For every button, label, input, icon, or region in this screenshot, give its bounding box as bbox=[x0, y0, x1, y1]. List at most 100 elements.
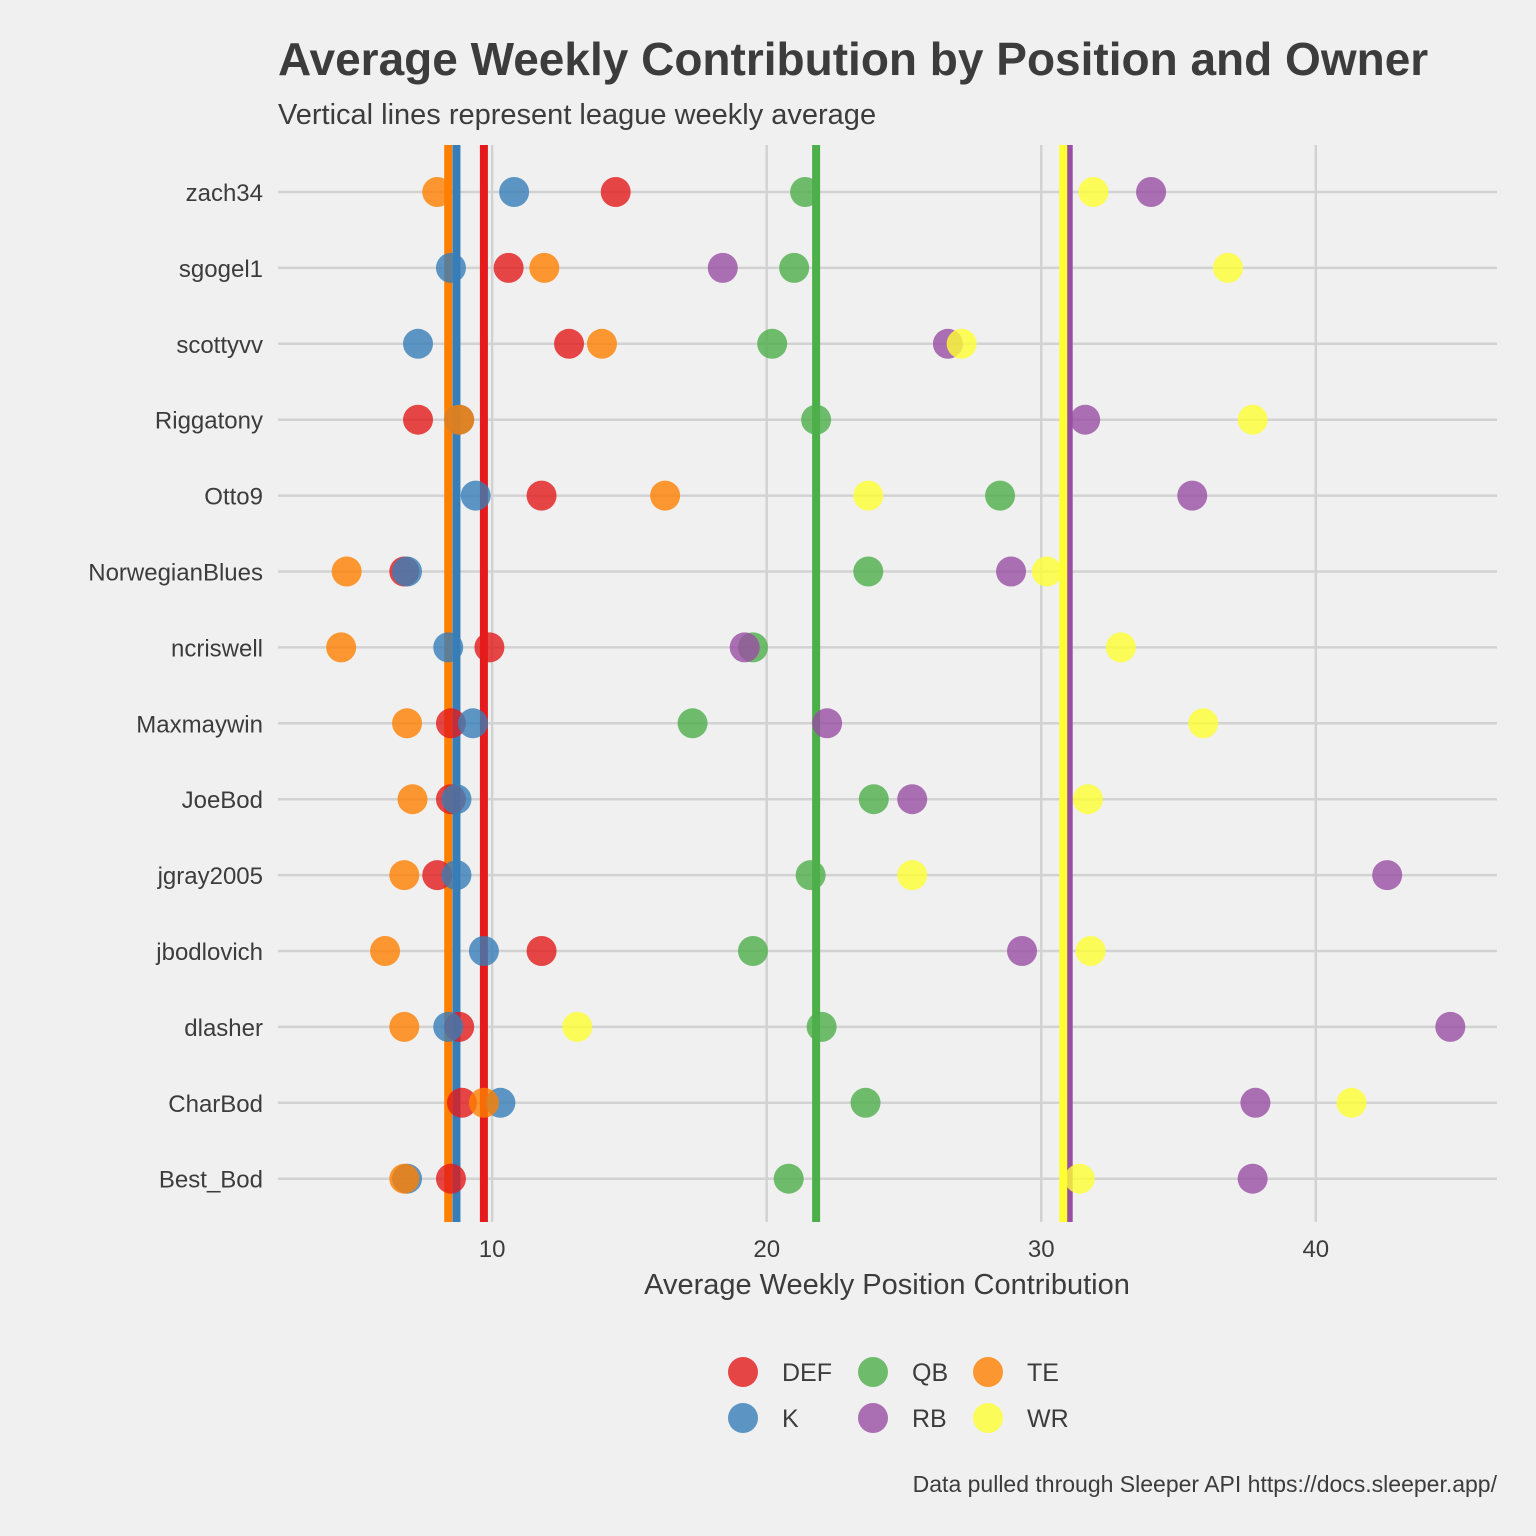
y-tick-label: Best_Bod bbox=[159, 1167, 263, 1194]
data-points bbox=[326, 177, 1466, 1194]
legend-label: WR bbox=[1027, 1405, 1069, 1433]
chart-subtitle: Vertical lines represent league weekly a… bbox=[278, 99, 876, 131]
point-k bbox=[499, 177, 530, 207]
point-qb bbox=[850, 1087, 881, 1118]
point-wr bbox=[1031, 556, 1062, 587]
point-rb bbox=[1237, 1163, 1268, 1194]
point-k bbox=[392, 556, 423, 587]
point-def bbox=[526, 936, 557, 966]
point-k bbox=[433, 632, 464, 663]
point-te bbox=[444, 404, 475, 435]
point-k bbox=[441, 860, 472, 891]
y-tick-label: Otto9 bbox=[204, 484, 263, 511]
legend-label: RB bbox=[912, 1405, 947, 1433]
legend-key-rb bbox=[858, 1403, 888, 1433]
point-qb bbox=[985, 480, 1016, 511]
point-rb bbox=[812, 708, 843, 739]
y-tick-label: Riggatony bbox=[155, 408, 263, 435]
x-tick-label: 30 bbox=[1028, 1236, 1055, 1263]
point-qb bbox=[757, 328, 788, 359]
point-k bbox=[457, 708, 488, 739]
x-tick-label: 40 bbox=[1302, 1236, 1329, 1263]
point-qb bbox=[773, 1163, 804, 1194]
legend: DEF K QB RB TE WR bbox=[728, 1357, 1069, 1433]
point-k bbox=[441, 784, 472, 815]
point-wr bbox=[1078, 177, 1109, 207]
x-tick-label: 20 bbox=[753, 1236, 780, 1263]
point-wr bbox=[1188, 708, 1219, 739]
point-wr bbox=[946, 328, 977, 359]
point-rb bbox=[729, 632, 760, 663]
point-qb bbox=[737, 936, 768, 966]
point-k bbox=[433, 1011, 464, 1042]
legend-label: QB bbox=[912, 1359, 948, 1387]
point-wr bbox=[1336, 1087, 1367, 1118]
point-def bbox=[474, 632, 505, 663]
point-te bbox=[389, 1011, 420, 1042]
point-te bbox=[331, 556, 362, 587]
point-rb bbox=[1240, 1087, 1271, 1118]
point-def bbox=[403, 404, 434, 435]
x-axis-title: Average Weekly Position Contribution bbox=[644, 1269, 1130, 1301]
point-qb bbox=[858, 784, 889, 815]
point-wr bbox=[1237, 404, 1268, 435]
y-tick-label: jgray2005 bbox=[157, 863, 263, 890]
y-tick-label: JoeBod bbox=[182, 787, 263, 814]
point-te bbox=[650, 480, 681, 511]
point-rb bbox=[707, 252, 738, 283]
point-qb bbox=[806, 1011, 837, 1042]
legend-key-qb bbox=[858, 1357, 888, 1387]
legend-label: DEF bbox=[782, 1359, 832, 1387]
legend-label: TE bbox=[1027, 1359, 1059, 1387]
point-wr bbox=[897, 860, 928, 891]
point-rb bbox=[1136, 177, 1167, 207]
point-qb bbox=[677, 708, 708, 739]
point-wr bbox=[1105, 632, 1136, 663]
legend-key-def bbox=[728, 1357, 758, 1387]
point-qb bbox=[795, 860, 826, 891]
y-tick-label: Maxmaywin bbox=[136, 711, 263, 738]
point-def bbox=[435, 708, 466, 739]
point-k bbox=[468, 936, 499, 966]
point-te bbox=[586, 328, 617, 359]
y-tick-label: ncriswell bbox=[171, 635, 263, 662]
point-wr bbox=[1064, 1163, 1095, 1194]
y-axis-labels: zach34 sgogel1 scottyvv Riggatony Otto9 Norwe… bbox=[88, 180, 263, 1194]
point-te bbox=[392, 708, 423, 739]
point-te bbox=[397, 784, 428, 815]
point-wr bbox=[1075, 936, 1106, 966]
point-wr bbox=[1072, 784, 1103, 815]
legend-key-k bbox=[728, 1403, 758, 1433]
point-wr bbox=[1212, 252, 1243, 283]
chart-title: Average Weekly Contribution by Position … bbox=[278, 33, 1428, 85]
y-tick-label: zach34 bbox=[186, 180, 263, 207]
point-te bbox=[529, 252, 560, 283]
point-def bbox=[554, 328, 585, 359]
point-te bbox=[468, 1087, 499, 1118]
point-wr bbox=[853, 480, 884, 511]
point-rb bbox=[897, 784, 928, 815]
x-tick-label: 10 bbox=[479, 1236, 506, 1263]
average-lines bbox=[444, 145, 1073, 1222]
point-k bbox=[403, 328, 434, 359]
point-qb bbox=[779, 252, 810, 283]
point-te bbox=[389, 1163, 420, 1194]
point-rb bbox=[1435, 1011, 1466, 1042]
point-qb bbox=[853, 556, 884, 587]
legend-label: K bbox=[782, 1405, 799, 1433]
point-rb bbox=[1372, 860, 1403, 891]
point-qb bbox=[790, 177, 821, 207]
point-def bbox=[600, 177, 631, 207]
grid bbox=[278, 145, 1497, 1222]
legend-key-te bbox=[973, 1357, 1003, 1387]
y-tick-label: scottyvv bbox=[176, 332, 263, 359]
y-tick-label: NorwegianBlues bbox=[88, 560, 263, 587]
point-def bbox=[435, 1163, 466, 1194]
point-k bbox=[435, 252, 466, 283]
point-te bbox=[389, 860, 420, 891]
y-tick-label: sgogel1 bbox=[179, 256, 263, 283]
point-k bbox=[460, 480, 491, 511]
point-qb bbox=[801, 404, 832, 435]
legend-key-wr bbox=[973, 1403, 1003, 1433]
